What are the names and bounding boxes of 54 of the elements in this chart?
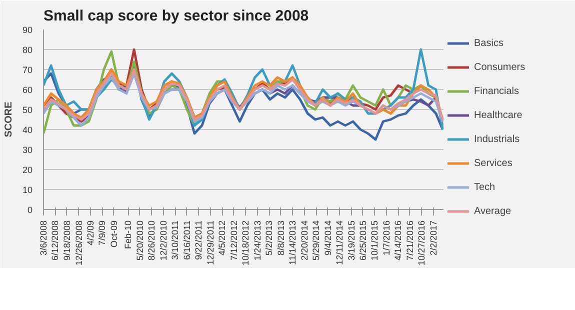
x-tick-label: 3/6/2008 bbox=[38, 220, 48, 256]
x-tick-label: 1/7/2016 bbox=[381, 220, 392, 256]
x-tick-label: 8/26/2010 bbox=[146, 220, 157, 261]
x-tick-label: 2/2/2017 bbox=[428, 220, 438, 256]
x-tick-label: 4/2/09 bbox=[85, 220, 96, 246]
x-tick-label: 12/11/2014 bbox=[334, 220, 345, 265]
x-tick-label: 1/24/2013 bbox=[252, 220, 262, 261]
x-tick-label: 10/27/2016 bbox=[416, 220, 427, 266]
x-tick-label: 5/2/2013 bbox=[264, 220, 274, 256]
x-tick-label: 2/20/2014 bbox=[299, 220, 310, 261]
legend-label: Services bbox=[474, 156, 512, 170]
x-tick-label: 7/12/2012 bbox=[228, 220, 239, 261]
y-tick-label: 30 bbox=[22, 145, 33, 155]
legend-label: Tech bbox=[474, 180, 496, 194]
y-tick-label: 40 bbox=[22, 125, 33, 135]
x-tick-label: Feb-10 bbox=[123, 220, 134, 250]
x-tick-label: 7/9/09 bbox=[97, 220, 108, 246]
y-tick-label: 80 bbox=[22, 45, 33, 55]
x-tick-label: 9/22/2011 bbox=[194, 220, 204, 260]
y-tick-label: 20 bbox=[22, 165, 33, 175]
y-tick-label: 70 bbox=[22, 65, 33, 75]
x-tick-label: 10/1/2015 bbox=[370, 220, 380, 261]
legend-label: Financials bbox=[474, 84, 520, 98]
x-tick-label: 12/2/2010 bbox=[158, 220, 168, 261]
legend-label: Industrials bbox=[474, 132, 520, 146]
legend-label: Average bbox=[474, 204, 512, 218]
y-tick-label: 10 bbox=[22, 185, 33, 195]
x-tick-label: 6/25/2015 bbox=[358, 220, 368, 261]
x-tick-label: 10/18/2012 bbox=[240, 220, 251, 266]
x-tick-label: 4/5/2012 bbox=[217, 220, 228, 256]
x-tick-label: 12/26/2008 bbox=[74, 220, 84, 266]
x-tick-label: Oct-09 bbox=[108, 220, 119, 248]
x-tick-label: 9/4/2014 bbox=[322, 220, 333, 256]
x-tick-label: 3/19/2015 bbox=[346, 220, 356, 261]
legend-label: Basics bbox=[474, 36, 504, 50]
x-tick-label: 9/18/2008 bbox=[62, 220, 72, 261]
y-tick-label: 90 bbox=[22, 25, 33, 35]
x-tick-label: 11/14/2013 bbox=[288, 220, 298, 265]
y-tick-label: 50 bbox=[22, 105, 33, 115]
x-tick-label: 8/8/2013 bbox=[276, 220, 286, 256]
y-tick-label: 0 bbox=[27, 205, 33, 215]
x-tick-label: 3/10/2011 bbox=[170, 220, 180, 260]
legend-label: Healthcare bbox=[474, 108, 522, 122]
x-tick-label: 12/29/2011 bbox=[205, 220, 216, 265]
x-tick-label: 4/14/2016 bbox=[393, 220, 404, 261]
x-tick-label: 5/29/2014 bbox=[311, 220, 322, 261]
x-tick-label: 5/20/2010 bbox=[134, 220, 145, 261]
x-tick-label: 6/12/2008 bbox=[50, 220, 60, 261]
chart-title: Small cap score by sector since 2008 bbox=[44, 8, 309, 24]
y-tick-label: 60 bbox=[22, 85, 33, 95]
x-tick-label: 6/16/2011 bbox=[182, 220, 192, 260]
y-axis-title: SCORE bbox=[3, 101, 14, 138]
legend-label: Consumers bbox=[474, 60, 526, 74]
x-tick-label: 7/21/2016 bbox=[404, 220, 415, 261]
